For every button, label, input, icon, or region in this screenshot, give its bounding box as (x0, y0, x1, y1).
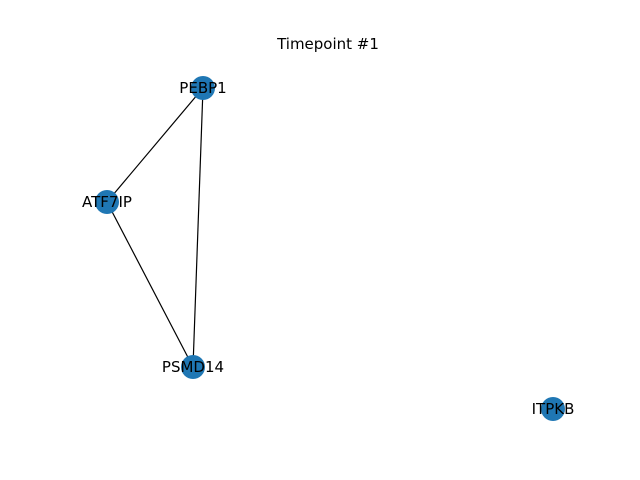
node-atf7ip (95, 190, 119, 214)
edge-atf7ip-psmd14 (106, 201, 194, 368)
node-label-psmd14: PSMD14 (162, 358, 224, 376)
node-label-atf7ip: ATF7IP (82, 193, 132, 211)
node-pebp1 (191, 76, 215, 100)
edge-pebp1-atf7ip (106, 87, 204, 203)
label-layer: PEBP1 ATF7IP PSMD14 ITPKB (82, 79, 574, 418)
node-label-itpkb: ITPKB (532, 400, 575, 418)
node-layer (95, 76, 565, 421)
node-itpkb (541, 397, 565, 421)
graph-title: Timepoint #1 (276, 35, 379, 53)
edge-layer (106, 87, 204, 368)
node-label-pebp1: PEBP1 (179, 79, 226, 97)
edge-pebp1-psmd14 (192, 87, 204, 368)
node-psmd14 (181, 355, 205, 379)
